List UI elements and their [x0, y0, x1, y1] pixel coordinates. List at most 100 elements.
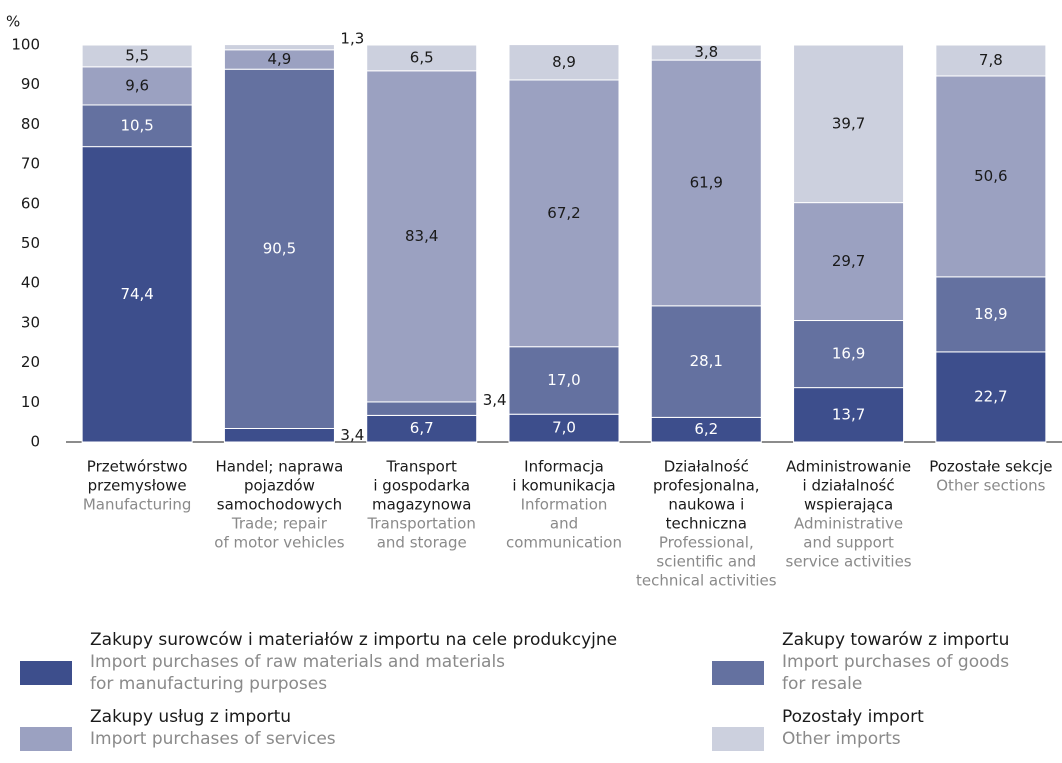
value-label: 90,5 — [263, 239, 296, 257]
bar-segment — [366, 70, 478, 403]
bar-segment — [366, 44, 478, 72]
value-label: 7,0 — [552, 419, 576, 437]
y-tick-label: 40 — [21, 274, 40, 292]
bar-segment — [793, 320, 905, 389]
y-tick-label: 80 — [21, 115, 40, 133]
value-label: 28,1 — [690, 352, 723, 370]
x-tick-label: i komunikacja — [512, 477, 615, 495]
value-label: 1,3 — [340, 30, 364, 48]
y-tick-label: 50 — [21, 234, 40, 252]
x-tick-label: Administrowanie — [786, 458, 911, 476]
x-tick-label: magazynowa — [372, 496, 471, 514]
value-label: 61,9 — [690, 173, 723, 191]
bar-segment — [508, 346, 620, 415]
value-label: 18,9 — [974, 305, 1007, 323]
value-label: 22,7 — [974, 387, 1007, 405]
legend-swatch — [712, 661, 764, 685]
x-tick-label-en: Information — [521, 496, 608, 514]
bar-segment — [508, 44, 620, 81]
x-tick-label-en: Manufacturing — [83, 496, 192, 514]
value-label: 16,9 — [832, 345, 865, 363]
x-tick-label-en: communication — [506, 534, 622, 552]
bar-segment — [935, 276, 1047, 353]
x-tick-label: i gospodarka — [373, 477, 470, 495]
x-tick-label: Działalność — [664, 458, 749, 476]
value-label: 4,9 — [267, 50, 291, 68]
x-tick-label: naukowa i — [668, 496, 744, 514]
bar-segment — [81, 104, 193, 148]
y-tick-label: 100 — [11, 36, 40, 54]
bar-segment — [366, 401, 478, 416]
legend-swatch — [20, 661, 72, 685]
bar-segment — [935, 44, 1047, 77]
value-label: 6,5 — [410, 48, 434, 66]
value-label: 13,7 — [832, 405, 865, 423]
value-label: 7,8 — [979, 51, 1003, 69]
bar-segment — [366, 414, 478, 443]
x-tick-label: Handel; naprawa — [216, 458, 344, 476]
value-label: 10,5 — [120, 116, 153, 134]
legend-label-en: Import purchases of raw materials and ma… — [90, 652, 505, 672]
y-tick-label: 0 — [30, 433, 40, 451]
bar-segment — [650, 44, 762, 61]
x-tick-label-en: and storage — [377, 534, 467, 552]
bar-segment — [935, 75, 1047, 278]
bar-segment — [81, 44, 193, 68]
value-label: 3,8 — [694, 43, 718, 61]
bar-segment — [223, 44, 335, 51]
legend-label-en: Import purchases of goods — [782, 652, 1009, 672]
x-tick-label-en: Trade; repair — [231, 515, 328, 533]
x-tick-label-en: of motor vehicles — [214, 534, 344, 552]
bar-segment — [223, 68, 335, 430]
value-label: 6,2 — [694, 420, 718, 438]
y-tick-label: 30 — [21, 313, 40, 331]
y-tick-label: 60 — [21, 194, 40, 212]
x-tick-label-en: scientific and — [656, 553, 756, 571]
bar-segment — [650, 59, 762, 307]
x-tick-label: Przetwórstwo — [87, 458, 188, 476]
legend-label-en: Import purchases of services — [90, 729, 336, 749]
x-tick-label-en: Other sections — [936, 477, 1045, 495]
bar-segment — [223, 428, 335, 443]
value-label: 67,2 — [547, 204, 580, 222]
value-label: 83,4 — [405, 227, 438, 245]
x-tick-label: samochodowych — [217, 496, 342, 514]
bar-segment — [508, 413, 620, 443]
bar-segment — [650, 416, 762, 443]
x-tick-label: techniczna — [666, 515, 747, 533]
x-tick-label-en: Administrative — [794, 515, 903, 533]
x-tick-label: i działalność — [803, 477, 895, 495]
value-label: 39,7 — [832, 114, 865, 132]
x-tick-label-en: Transportation — [367, 515, 476, 533]
bar-segment — [81, 146, 193, 443]
legend-label: Zakupy usług z importu — [90, 707, 291, 727]
legend-swatch — [20, 727, 72, 751]
value-label: 8,9 — [552, 53, 576, 71]
x-tick-label: Informacja — [524, 458, 604, 476]
value-label: 3,4 — [483, 391, 507, 409]
x-tick-label: Transport — [386, 458, 458, 476]
bar-segment — [650, 305, 762, 418]
legend-label-en: for manufacturing purposes — [90, 674, 327, 694]
legend-label: Zakupy towarów z importu — [782, 630, 1009, 650]
value-label: 50,6 — [974, 167, 1007, 185]
y-unit: % — [6, 13, 20, 31]
value-label: 17,0 — [547, 371, 580, 389]
y-tick-label: 10 — [21, 393, 40, 411]
value-label: 29,7 — [832, 252, 865, 270]
x-tick-label: przemysłowe — [88, 477, 187, 495]
x-tick-label: wspierająca — [804, 496, 893, 514]
x-tick-label-en: service activities — [786, 553, 912, 571]
legend-label: Pozostały import — [782, 707, 924, 727]
legend-label-en: Other imports — [782, 729, 901, 749]
y-tick-label: 20 — [21, 353, 40, 371]
y-tick-label: 70 — [21, 155, 40, 173]
x-tick-label: Pozostałe sekcje — [929, 458, 1052, 476]
value-label: 3,4 — [340, 426, 364, 444]
value-label: 5,5 — [125, 46, 149, 64]
bar-segment — [508, 79, 620, 348]
value-label: 74,4 — [120, 285, 153, 303]
x-tick-label-en: technical activities — [636, 572, 777, 590]
legend-label-en: for resale — [782, 674, 862, 694]
